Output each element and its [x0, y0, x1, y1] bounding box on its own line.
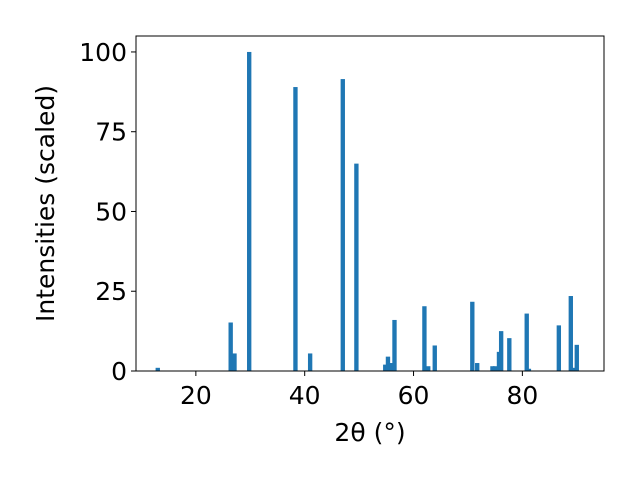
bar: [383, 364, 388, 371]
bar: [422, 306, 427, 371]
bar: [475, 363, 480, 371]
bar: [490, 366, 495, 371]
bar: [155, 367, 160, 371]
x-axis-label: 2θ (°): [334, 418, 405, 447]
x-tick-label: 40: [289, 381, 321, 410]
bars-group: [155, 51, 579, 372]
bar: [389, 363, 394, 371]
bar: [568, 296, 573, 371]
y-tick-label: 75: [95, 118, 127, 147]
bar: [392, 319, 397, 371]
bar: [293, 87, 298, 372]
bar: [526, 368, 532, 371]
x-tick-label: 60: [398, 381, 430, 410]
bar: [492, 366, 498, 371]
bar: [507, 338, 512, 371]
y-tick-label: 100: [79, 38, 127, 67]
y-axis-label: Intensities (scaled): [31, 85, 60, 322]
y-tick-label: 50: [95, 197, 127, 226]
plot-frame: [135, 35, 605, 372]
y-tick-label: 25: [95, 277, 127, 306]
bar: [432, 345, 437, 371]
bar: [570, 367, 576, 371]
bar: [354, 163, 359, 371]
bar: [232, 353, 237, 371]
y-tick-label: 0: [111, 357, 127, 386]
bar: [556, 325, 562, 371]
x-tick-label: 20: [180, 381, 212, 410]
bar: [574, 344, 579, 371]
bar: [247, 51, 252, 371]
bar: [524, 313, 529, 371]
bar: [470, 301, 475, 371]
bar: [228, 322, 233, 371]
x-axis-ticks: 20 40 60 80: [180, 371, 538, 410]
bar: [426, 366, 431, 371]
bar: [498, 331, 504, 371]
bar: [340, 79, 345, 372]
y-axis-ticks: 0 25 50 75 100: [79, 38, 136, 386]
bar: [385, 356, 391, 371]
bar: [307, 353, 313, 371]
x-tick-label: 80: [506, 381, 538, 410]
